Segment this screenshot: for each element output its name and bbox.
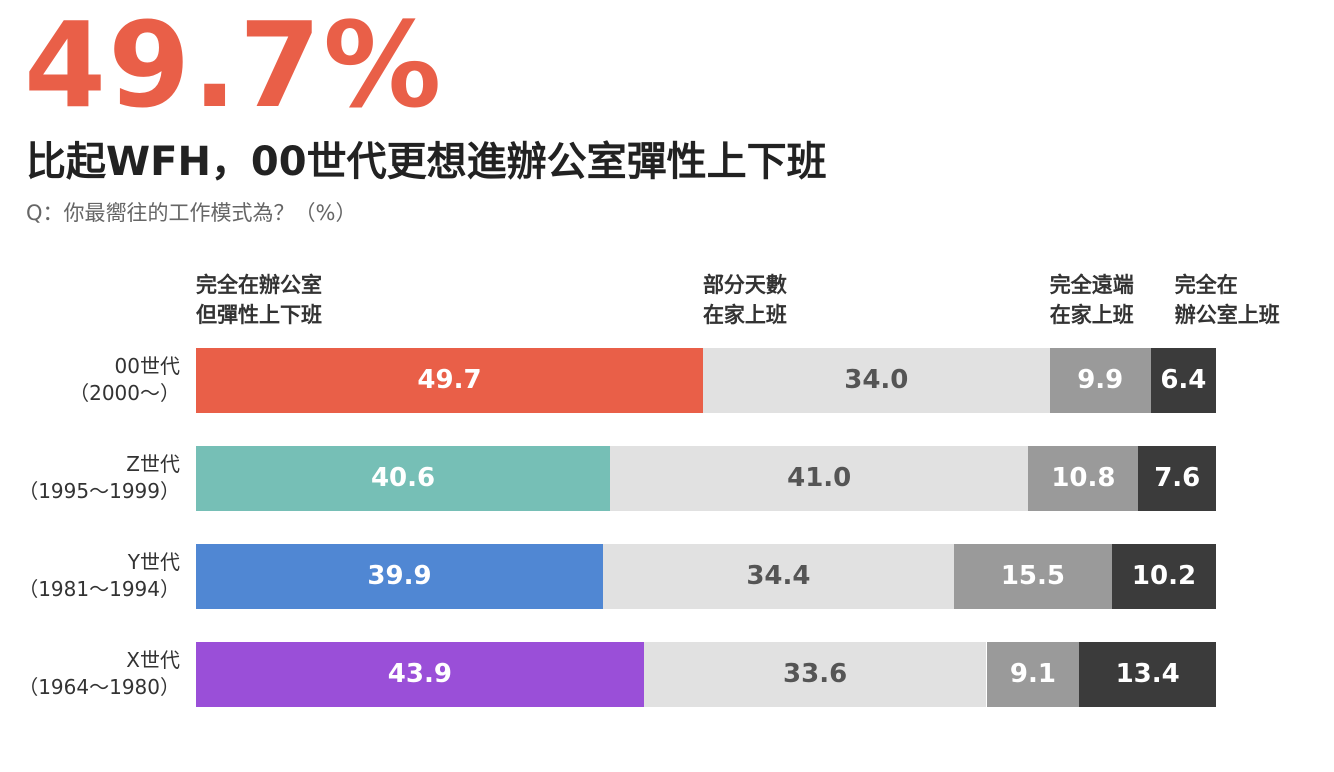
bar-segment bbox=[1028, 446, 1139, 511]
value-label: 10.2 bbox=[1131, 561, 1197, 591]
value-label: 10.8 bbox=[1051, 463, 1116, 493]
bar-segment bbox=[196, 642, 644, 707]
headline: 49.7% bbox=[24, 0, 444, 134]
value-label: 49.7 bbox=[417, 365, 482, 395]
value-label: 41.0 bbox=[787, 463, 852, 493]
value-label: 9.1 bbox=[1009, 659, 1056, 689]
category-label: X世代 （1964～1980） bbox=[18, 648, 180, 699]
value-label: 13.4 bbox=[1115, 659, 1180, 689]
bar-segment bbox=[1049, 348, 1151, 413]
legend-label: 完全在 辦公室上班 bbox=[1174, 273, 1280, 327]
bar-segment bbox=[953, 544, 1112, 609]
value-label: 40.6 bbox=[370, 463, 436, 493]
bar-segment bbox=[1138, 446, 1216, 511]
value-label: 39.9 bbox=[367, 561, 432, 591]
chart-title: 比起WFH，00世代更想進辦公室彈性上下班 bbox=[26, 139, 827, 185]
category-label: 00世代 （2000～） bbox=[69, 354, 180, 405]
bar-segment bbox=[610, 446, 1029, 511]
bar-segment bbox=[196, 544, 603, 609]
bar-segment bbox=[196, 348, 703, 413]
bar-segment bbox=[643, 642, 987, 707]
category-label: Z世代 （1995～1999） bbox=[18, 452, 180, 503]
legend-label: 部分天數 在家上班 bbox=[702, 273, 787, 327]
bar-segment bbox=[1150, 348, 1216, 413]
value-label: 33.6 bbox=[783, 659, 848, 689]
value-label: 34.4 bbox=[746, 561, 811, 591]
value-label: 7.6 bbox=[1154, 463, 1201, 493]
value-label: 43.9 bbox=[387, 659, 452, 689]
chart-subtitle: Q：你最嚮往的工作模式為？（%） bbox=[26, 201, 357, 225]
value-label: 9.9 bbox=[1077, 365, 1124, 395]
category-label: Y世代 （1981～1994） bbox=[18, 550, 180, 601]
value-label: 15.5 bbox=[1000, 561, 1065, 591]
value-label: 6.4 bbox=[1160, 365, 1207, 395]
legend-label: 完全在辦公室 但彈性上下班 bbox=[196, 273, 322, 327]
legend-label: 完全遠端 在家上班 bbox=[1049, 273, 1134, 327]
value-label: 34.0 bbox=[844, 365, 909, 395]
bar-segment bbox=[702, 348, 1050, 413]
bar-segment bbox=[602, 544, 954, 609]
bar-segment bbox=[1111, 544, 1216, 609]
bar-segment bbox=[196, 446, 611, 511]
bar-segment bbox=[986, 642, 1080, 707]
bar-segment bbox=[1079, 642, 1216, 707]
